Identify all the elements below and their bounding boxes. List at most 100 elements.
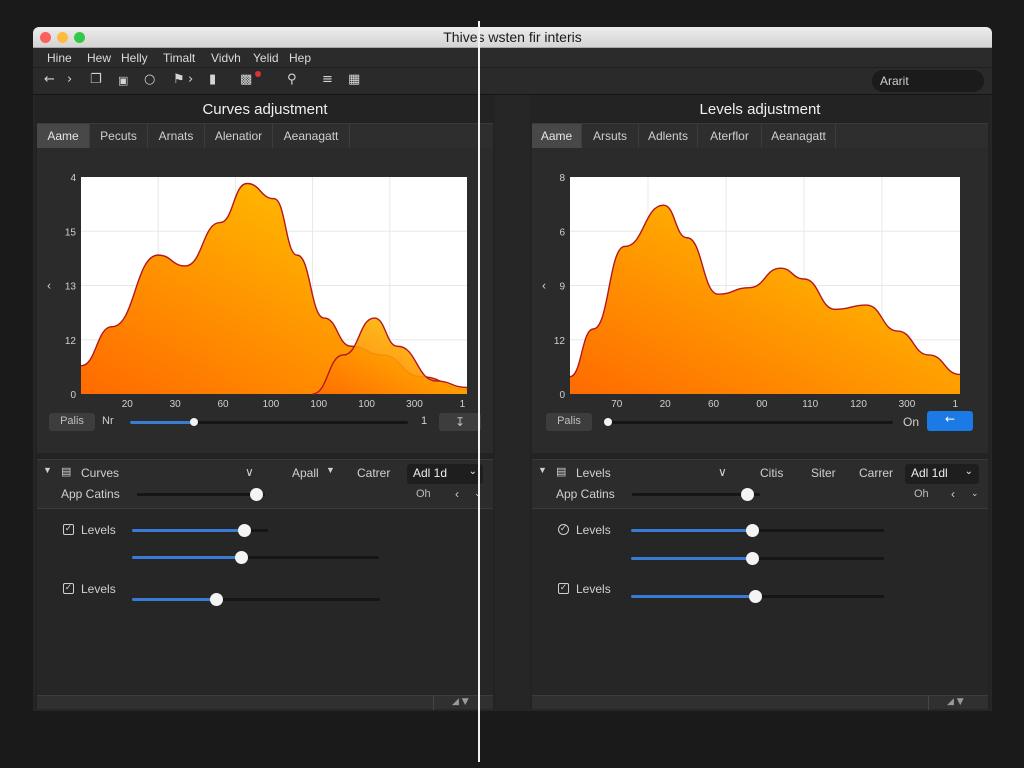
add-select[interactable]: Adl 1d ⌄ [407,464,483,484]
menu-item-hew[interactable]: Hew [87,51,112,65]
menu-item-timalt[interactable]: Timalt [163,51,196,65]
levels-checkbox[interactable]: ✓ [558,583,569,594]
tab-bar: Aame Arsuts Adlents Aterflor Aeanagatt [532,123,988,148]
levels-slider[interactable] [604,418,893,426]
app-catins-slider[interactable] [137,488,265,501]
carrer-button[interactable]: Carrer [859,466,894,480]
columns-icon[interactable]: ▮ [209,72,217,87]
zoom-icon[interactable]: ⚲ [287,72,297,87]
x-tick-label: 1 [460,399,466,408]
tab-alenatior[interactable]: Alenatior [205,124,273,148]
back-button[interactable]: ← [927,411,973,431]
slider-knob[interactable] [748,590,762,603]
slider-knob[interactable] [210,593,224,606]
grid-icon[interactable]: ▦ [348,72,361,87]
menu-item-yelid[interactable]: Yelid [253,51,279,65]
copy-icon[interactable]: ❐ [90,72,102,87]
app-catins-slider[interactable] [632,488,760,501]
x-tick-label: 100 [310,399,327,408]
catrer-button[interactable]: Catrer [357,466,391,480]
tab-pecuts[interactable]: Pecuts [90,124,148,148]
bar-chart-icon[interactable]: ▩ [240,72,253,87]
tab-arsuts[interactable]: Arsuts [582,124,639,148]
download-button[interactable]: ↧ [439,413,481,431]
tab-aterflor[interactable]: Aterflor [698,124,762,148]
levels-slider-3[interactable] [132,593,380,606]
curves-slider[interactable] [130,418,408,426]
back-arrow-icon[interactable]: ← [44,72,55,87]
palis-button[interactable]: Palis [546,413,592,431]
menu-bar: Hine Hew Helly Timalt Vidvh Yelid Hep [33,48,992,68]
search-field[interactable]: Ararit [872,70,984,92]
y-tick-label: 15 [65,227,77,238]
slider-knob[interactable] [746,524,760,537]
levels-radio[interactable]: ✓ [558,524,569,535]
collapse-icon[interactable]: ▼ [43,465,52,475]
close-window-button[interactable] [40,32,51,43]
slider-fill [631,595,755,598]
slider-knob[interactable] [237,524,251,537]
siter-button[interactable]: Siter [811,466,836,480]
tab-aame[interactable]: Aame [37,124,90,148]
window-icon[interactable]: ▣ [118,74,129,87]
chevron-left-icon[interactable]: ‹ [951,487,955,501]
levels-slider-2[interactable] [132,551,379,564]
levels-checkbox[interactable]: ✓ [63,524,74,535]
y-axis-marker: ‹ [47,279,51,293]
flag-icon[interactable]: ⚑ [173,72,185,87]
resize-icon[interactable]: ◢ ▼ [433,696,493,710]
x-tick-label: 300 [899,399,916,408]
apall-chevron-icon[interactable]: ▼ [326,465,335,475]
add-select-label: Adl 1d [413,466,448,480]
chevron-left-icon[interactable]: ‹ [455,487,459,501]
levels-label: Levels [81,523,116,537]
forward-arrow-icon[interactable]: › [67,72,73,87]
tab-aeanagatt[interactable]: Aeanagatt [273,124,350,148]
citis-button[interactable]: Citis [760,466,784,480]
levels-checkbox[interactable]: ✓ [63,583,74,594]
slider-fill [132,598,217,601]
split-divider[interactable] [478,21,480,762]
curves-chart-svg[interactable]: 4 15 13 12 0 ‹ 20 30 60 100 100 100 300 1 [37,148,493,408]
levels-slider-1[interactable] [132,524,268,537]
menu-item-hep[interactable]: Hep [289,51,312,65]
slider-knob[interactable] [604,418,612,426]
palis-button[interactable]: Palis [49,413,95,431]
tab-arnats[interactable]: Arnats [148,124,205,148]
menu-item-hine[interactable]: Hine [47,51,72,65]
tab-aeanagatt[interactable]: Aeanagatt [762,124,836,148]
curves-layer-panel: ▼ ▤ Curves ∨ Apall ▼ Catrer Adl 1d ⌄ App… [37,459,493,710]
slider-knob[interactable] [189,418,198,426]
levels-slider-3[interactable] [631,590,884,603]
levels-controls: Palis On ← [532,409,988,437]
curve-line-1 [312,317,468,395]
y-tick-label: 9 [559,282,565,293]
resize-icon[interactable]: ◢ ▼ [928,696,988,710]
x-tick-label: 100 [358,399,375,408]
menu-item-vidvh[interactable]: Vidvh [211,51,241,65]
circle-icon[interactable]: ○ [144,72,156,87]
collapse-icon[interactable]: ▼ [538,465,547,475]
tab-adlents[interactable]: Adlents [639,124,698,148]
chevron-down-icon[interactable]: ⌄ [971,488,979,498]
x-tick-label: 00 [756,399,768,408]
chevron-down-icon[interactable]: ⌄ [474,488,482,499]
apall-button[interactable]: Apall [292,466,319,480]
zoom-window-button[interactable] [74,32,85,43]
slider-knob[interactable] [741,488,755,501]
layer-dropdown-chevron-icon[interactable]: ∨ [245,465,254,479]
slider-knob[interactable] [250,488,264,501]
add-select[interactable]: Adl 1dl ⌄ [905,464,979,484]
minimize-window-button[interactable] [57,32,68,43]
list-icon[interactable]: ≡ [322,72,333,87]
slider-knob[interactable] [746,552,760,565]
menu-item-helly[interactable]: Helly [121,51,148,65]
chevron-right-icon[interactable]: › [188,72,194,87]
toolbar: ← › ❐ ▣ ○ ⚑ › ▮ ▩ ⚲ ≡ ▦ Ararit [33,68,992,95]
layer-dropdown-chevron-icon[interactable]: ∨ [718,465,727,479]
tab-aame[interactable]: Aame [532,124,582,148]
slider-knob[interactable] [234,551,248,564]
levels-slider-2[interactable] [631,552,884,565]
levels-slider-1[interactable] [631,524,884,537]
